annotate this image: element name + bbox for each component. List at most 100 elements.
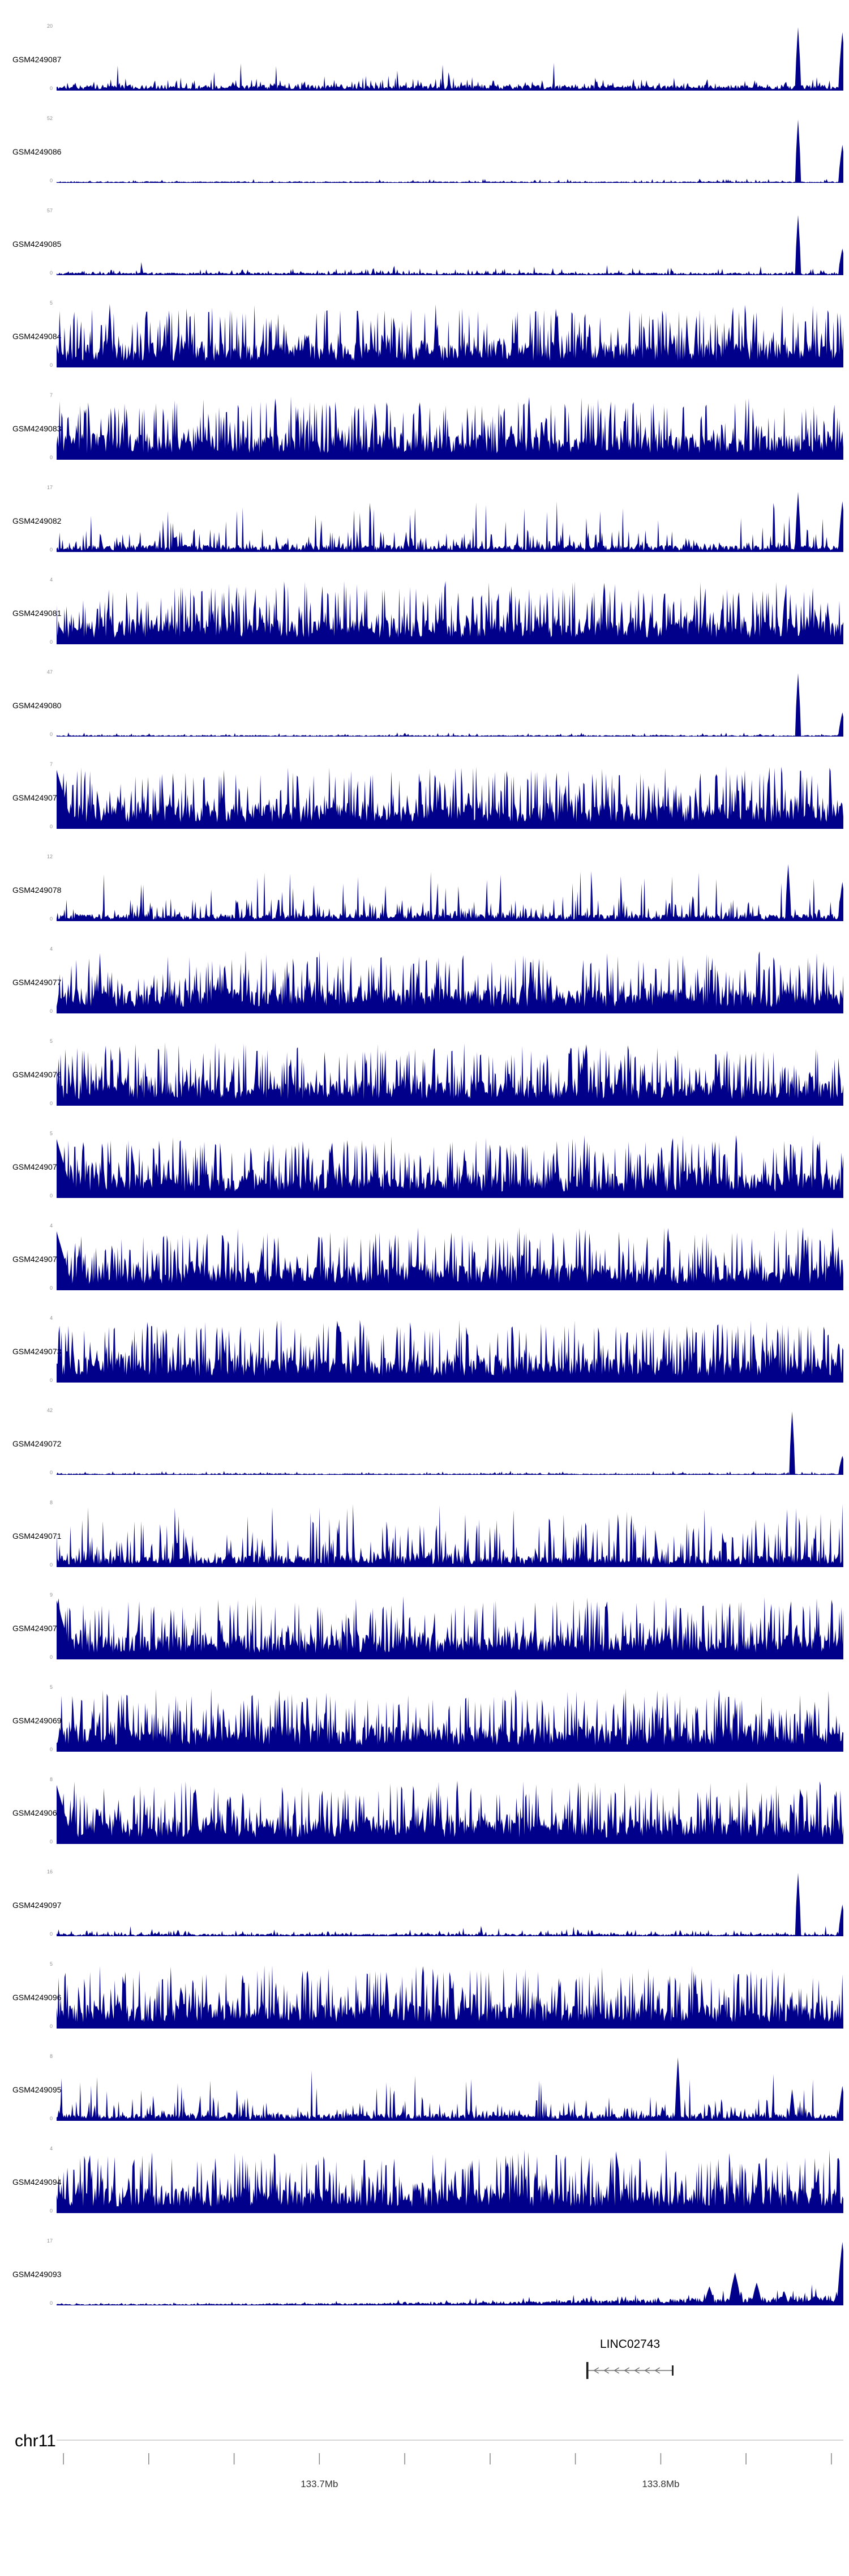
coverage-area-path [57,1596,843,1659]
track-scale-max: 42 [46,1407,53,1413]
coverage-track-row: GSM4249094 4 0 [0,2139,849,2232]
track-scale-min: 0 [49,1101,53,1106]
track-scale-max: 5 [49,300,53,306]
coverage-signal-area [57,2242,843,2305]
coverage-signal-area [57,396,843,460]
coverage-track-row: GSM4249081 4 0 [0,571,849,663]
track-label: GSM4249074 [12,1255,62,1264]
track-scale-max: 8 [49,1500,53,1505]
track-label: GSM4249081 [12,609,62,618]
track-label: GSM4249085 [12,239,62,249]
track-scale-min: 0 [49,639,53,645]
gene-model [586,2362,674,2379]
track-scale-max: 17 [46,2238,53,2244]
coverage-area-path [57,581,843,644]
coverage-track-row: GSM4249073 4 0 [0,1309,849,1401]
coverage-signal [57,1873,843,1936]
coverage-signal-area [57,2150,843,2213]
coverage-signal [57,2150,843,2213]
track-scale-max: 16 [46,1869,53,1875]
track-scale-min: 0 [49,1562,53,1568]
strand-arrow-icon [603,2367,610,2374]
track-scale-min: 0 [49,2300,53,2306]
coverage-signal-area [57,858,843,921]
coverage-area-path [57,119,843,183]
track-scale-min: 0 [49,2116,53,2121]
coverage-area-path [57,1042,843,1106]
svg-text:133.7Mb: 133.7Mb [301,2479,338,2489]
coverage-signal [57,1411,843,1475]
track-scale-max: 52 [46,115,53,121]
coverage-track-row: GSM4249082 17 0 [0,478,849,571]
track-scale-max: 12 [46,854,53,859]
coverage-area-path [57,1227,843,1290]
coverage-signal [57,396,843,460]
track-label: GSM4249071 [12,1531,62,1541]
coverage-area-path [57,1781,843,1844]
track-scale-min: 0 [49,1654,53,1660]
coverage-signal-area [57,1411,843,1475]
track-scale-min: 0 [49,1747,53,1752]
gene-exon-left [586,2362,589,2379]
coverage-signal [57,2057,843,2121]
track-scale-max: 7 [49,761,53,767]
track-label: GSM4249082 [12,516,62,525]
track-scale-max: 20 [46,23,53,29]
track-label: GSM4249075 [12,1162,62,1171]
axis-ticks [63,2453,832,2464]
coverage-track-row: GSM4249084 5 0 [0,294,849,386]
strand-arrow-icon [654,2367,661,2374]
strand-arrow-icon [614,2367,620,2374]
coverage-tracks: GSM4249087 20 0 GSM4249086 52 0 GSM42490… [0,17,849,2324]
strand-arrow-icon [593,2367,599,2374]
coverage-track-row: GSM4249070 9 0 [0,1586,849,1678]
coverage-area-path [57,1504,843,1567]
track-scale-max: 4 [49,946,53,952]
coverage-signal-area [57,489,843,552]
track-label: GSM4249097 [12,1901,62,1910]
coverage-signal-area [57,27,843,91]
coverage-signal-area [57,950,843,1013]
coverage-signal-area [57,1504,843,1567]
coverage-area-path [57,491,843,552]
track-scale-min: 0 [49,1285,53,1291]
coverage-area-path [57,2150,843,2213]
coverage-signal-area [57,1319,843,1383]
track-scale-max: 7 [49,392,53,398]
track-label: GSM4249068 [12,1808,62,1817]
coverage-area-path [57,396,843,460]
track-scale-min: 0 [49,270,53,276]
coverage-track-row: GSM4249080 47 0 [0,663,849,755]
coverage-signal-area [57,1596,843,1659]
strand-arrow-icon [624,2367,630,2374]
coverage-area-path [57,950,843,1013]
track-scale-min: 0 [49,2208,53,2214]
track-label: GSM4249078 [12,885,62,895]
genome-axis: 133.7Mb 133.8Mb [57,2440,843,2489]
track-scale-min: 0 [49,824,53,829]
coverage-area-path [57,1319,843,1383]
track-scale-max: 17 [46,485,53,490]
coverage-signal-area [57,304,843,367]
gene-exon-right [672,2365,674,2376]
coverage-signal [57,1781,843,1844]
coverage-area-path [57,1688,843,1752]
track-label: GSM4249070 [12,1624,62,1633]
coverage-track-row: GSM4249083 7 0 [0,386,849,478]
coverage-track-row: GSM4249075 5 0 [0,1124,849,1217]
track-label: GSM4249087 [12,55,62,64]
track-scale-min: 0 [49,1193,53,1199]
track-scale-min: 0 [49,362,53,368]
track-scale-min: 0 [49,1377,53,1383]
coverage-track-row: GSM4249093 17 0 [0,2232,849,2324]
coverage-signal [57,1596,843,1659]
coverage-signal-area [57,1873,843,1936]
coverage-signal-area [57,212,843,275]
coverage-signal [57,673,843,737]
track-scale-min: 0 [49,178,53,183]
track-scale-max: 4 [49,577,53,583]
coverage-signal-area [57,581,843,644]
coverage-area-path [57,1873,843,1936]
track-scale-max: 4 [49,1223,53,1229]
